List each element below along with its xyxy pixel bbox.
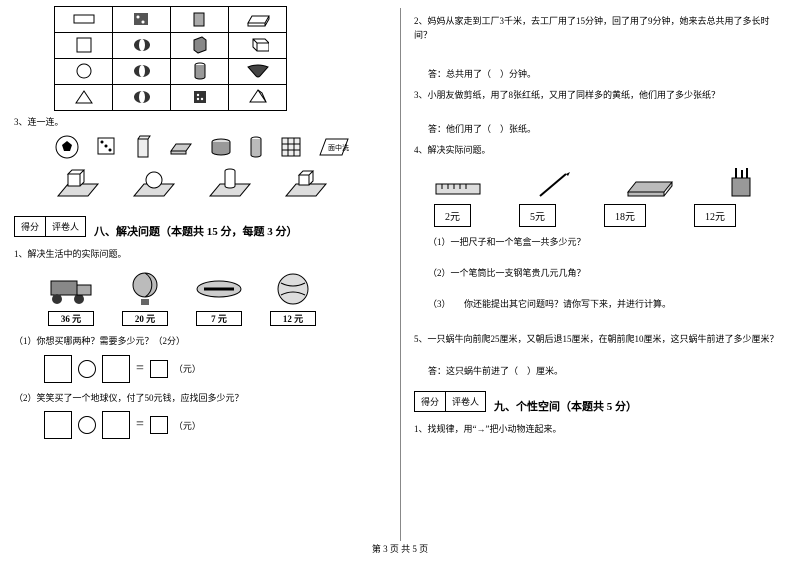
milk-icon [134, 135, 152, 159]
sub2: （2）笑笑买了一个地球仪，付了50元钱，应找回多少元？ [14, 391, 386, 405]
r-q2: 2、妈妈从家走到工厂3千米，去工厂用了15分钟，回了用了9分钟，她来去总共用了多… [414, 14, 786, 43]
bottle-icon [248, 135, 264, 159]
problem-1-label: 1、解决生活中的实际问题。 [14, 247, 386, 261]
r-q2-ans: 答：总共用了（ ）分钟。 [428, 67, 786, 80]
soccer-ball-icon [54, 134, 80, 160]
score-label-9: 得分 [414, 391, 446, 412]
pencilbox-icon [624, 172, 674, 200]
good-globe: 20 元 [118, 269, 172, 326]
good-truck: 36 元 [44, 269, 98, 326]
r-q5-ans: 答：这只蜗牛前进了（ ）厘米。 [428, 364, 786, 377]
penholder-icon [724, 166, 758, 200]
equation-2: = （元） [44, 411, 386, 439]
tray-cylinder-icon [206, 166, 254, 206]
shape-table [54, 6, 287, 111]
q3-label: 3、连一连。 [14, 115, 386, 128]
grader-label: 评卷人 [46, 216, 86, 237]
items-right [434, 166, 786, 200]
r-q3-ans: 答：他们用了（ ）张纸。 [428, 122, 786, 135]
rubik-icon [280, 136, 302, 158]
pen-icon [534, 170, 574, 200]
r-p1: 1、找规律，用“→”把小动物连起来。 [414, 422, 786, 436]
r-s2: （2）一个笔筒比一支钢笔贵几元几角？ [428, 266, 786, 279]
tray-cuboid-icon [54, 166, 102, 206]
tray-cube-icon [282, 166, 330, 206]
drum-icon [210, 136, 232, 158]
dice-icon [96, 136, 118, 158]
ruler-icon [434, 176, 484, 200]
section-9-title: 九、个性空间（本题共 5 分） [494, 398, 786, 414]
good-ball: 12 元 [266, 269, 320, 326]
good-pen: 7 元 [192, 269, 246, 326]
column-divider [400, 8, 401, 541]
score-label: 得分 [14, 216, 46, 237]
objects-row: 面中洗 [54, 134, 386, 160]
prices-right: 2元 5元 18元 12元 [434, 204, 786, 227]
page-footer: 第 3 页 共 5 页 [0, 540, 800, 555]
sub1: （1）你想买哪两种？需要多少元？（2分） [14, 334, 386, 348]
goods-row: 36 元 20 元 7 元 12 元 [44, 269, 386, 326]
r-s3: （3） 你还能提出其它问题吗？请你写下来，并进行计算。 [428, 297, 786, 310]
section-8-title: 八、解决问题（本题共 15 分，每题 3 分） [94, 223, 386, 239]
svg-text:面中洗: 面中洗 [328, 143, 349, 152]
trays-row [54, 166, 386, 206]
r-q5: 5、一只蜗牛向前爬25厘米，又朝后退15厘米，在朝前爬10厘米，这只蜗牛前进了多… [414, 332, 786, 346]
tray-sphere-icon [130, 166, 178, 206]
eraser-icon [168, 137, 194, 157]
equation-1: = （元） [44, 355, 386, 383]
r-s1: （1）一把尺子和一个笔盒一共多少元？ [428, 235, 786, 248]
grader-label-9: 评卷人 [446, 391, 486, 412]
r-q3: 3、小朋友做剪纸，用了8张红纸，又用了同样多的黄纸，他们用了多少张纸？ [414, 88, 786, 102]
flag-icon: 面中洗 [318, 135, 350, 159]
r-q4: 4、解决实际问题。 [414, 143, 786, 157]
